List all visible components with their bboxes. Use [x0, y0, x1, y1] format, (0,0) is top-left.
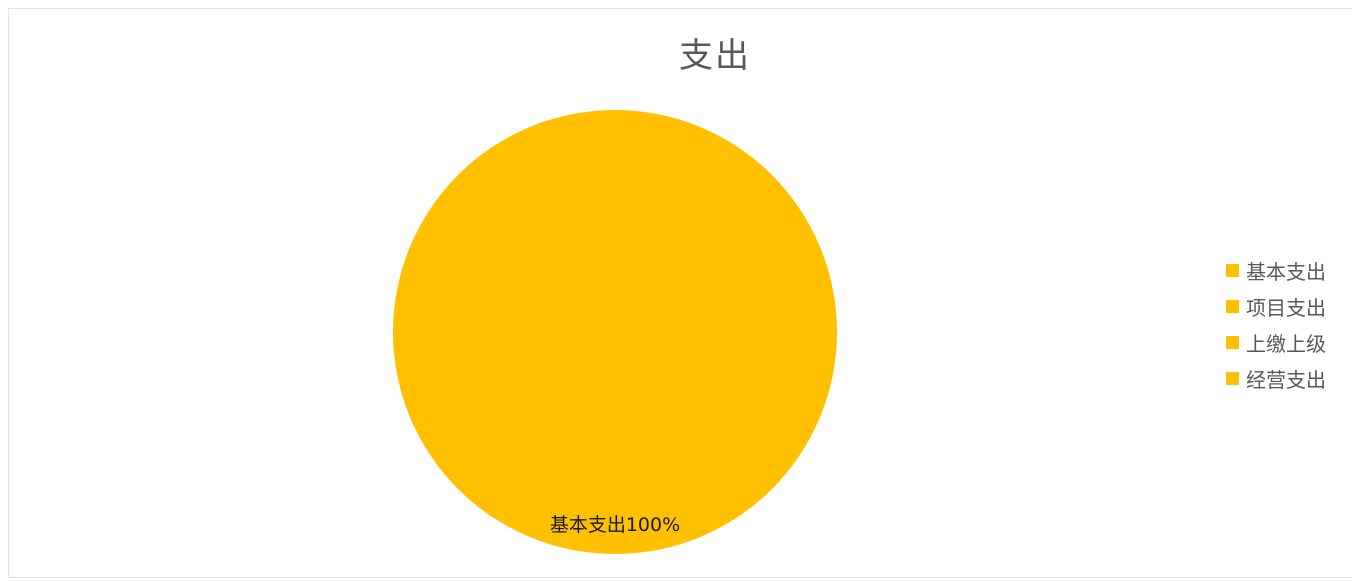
data-label-基本支出: 基本支出100%	[550, 514, 680, 536]
legend-swatch	[1226, 335, 1239, 349]
legend: 基本支出 项目支出 上缴上级 经营支出	[1226, 252, 1352, 396]
legend-label: 基本支出	[1246, 259, 1326, 284]
legend-swatch	[1226, 299, 1239, 313]
legend-item: 上缴上级	[1226, 324, 1352, 360]
legend-item: 基本支出	[1226, 252, 1352, 288]
legend-swatch	[1226, 371, 1239, 385]
chart-title: 支出	[679, 36, 751, 76]
legend-label: 项目支出	[1246, 295, 1326, 320]
legend-item: 项目支出	[1226, 288, 1352, 324]
legend-swatch	[1226, 263, 1239, 277]
legend-label: 经营支出	[1246, 367, 1326, 392]
pie-slice-基本支出	[393, 110, 837, 554]
legend-item: 经营支出	[1226, 360, 1352, 396]
legend-label: 上缴上级	[1246, 331, 1326, 356]
chart-frame	[8, 8, 1352, 578]
